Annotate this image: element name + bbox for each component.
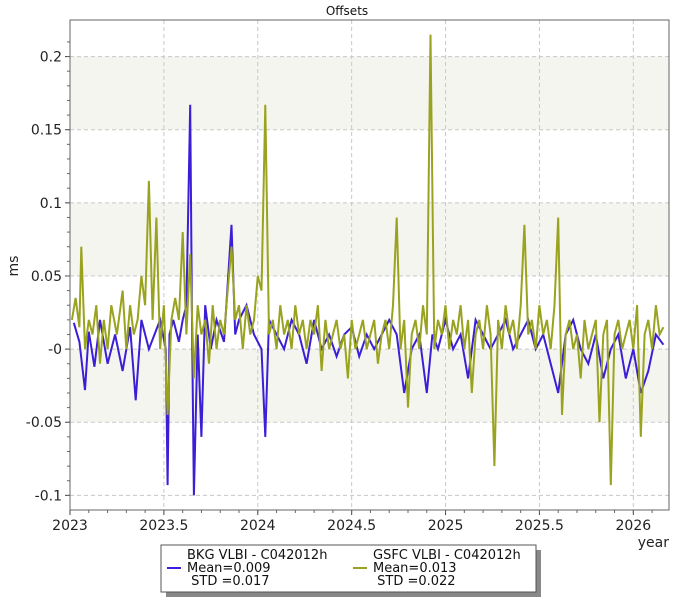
y-tick-label-2: -0 — [48, 342, 62, 358]
shaded-band-2 — [70, 56, 669, 130]
x-tick-label-5: 2025.5 — [515, 518, 564, 534]
x-tick-label-3: 2024.5 — [327, 518, 376, 534]
plot-frame — [69, 19, 670, 511]
y-tick-label-6: 0.2 — [40, 50, 62, 66]
x-tick-label-2: 2024 — [240, 518, 276, 534]
legend-std-bkg: STD =0.017 — [187, 574, 270, 589]
y-tick-label-3: 0.05 — [31, 269, 62, 285]
x-tick-label-1: 2023.5 — [139, 518, 188, 534]
legend: BKG VLBI - C042012h Mean=0.009 STD =0.01… — [160, 544, 541, 597]
y-tick-label-1: -0.05 — [26, 415, 62, 431]
legend-entry-gsfc: GSFC VLBI - C042012h Mean=0.013 STD =0.0… — [353, 548, 521, 589]
y-tick-label-5: 0.15 — [31, 123, 62, 139]
y-tick-label-0: -0.1 — [35, 488, 62, 504]
legend-mean-gsfc: Mean=0.013 — [373, 561, 457, 576]
legend-mean-bkg: Mean=0.009 — [187, 561, 271, 576]
plot-area: -0.1 -0.05 -0 0.05 0.1 0.15 0.2 2023 2023.5 2024 2… — [26, 19, 670, 534]
x-axis-label: year — [638, 535, 669, 551]
legend-series-name-gsfc: GSFC VLBI - C042012h — [373, 548, 521, 563]
shaded-band-1 — [70, 202, 669, 276]
x-tick-label-4: 2025 — [428, 518, 464, 534]
legend-series-name-bkg: BKG VLBI - C042012h — [187, 548, 327, 563]
x-tick-label-6: 2026 — [616, 518, 652, 534]
chart-title: Offsets — [326, 4, 368, 18]
y-axis-label: ms — [6, 256, 22, 277]
legend-box — [160, 544, 537, 593]
legend-entry-bkg: BKG VLBI - C042012h Mean=0.009 STD =0.01… — [167, 548, 327, 589]
series-line-gsfc — [70, 34, 665, 486]
legend-std-gsfc: STD =0.022 — [373, 574, 456, 589]
y-tick-label-4: 0.1 — [40, 196, 62, 212]
x-tick-label-0: 2023 — [52, 518, 88, 534]
